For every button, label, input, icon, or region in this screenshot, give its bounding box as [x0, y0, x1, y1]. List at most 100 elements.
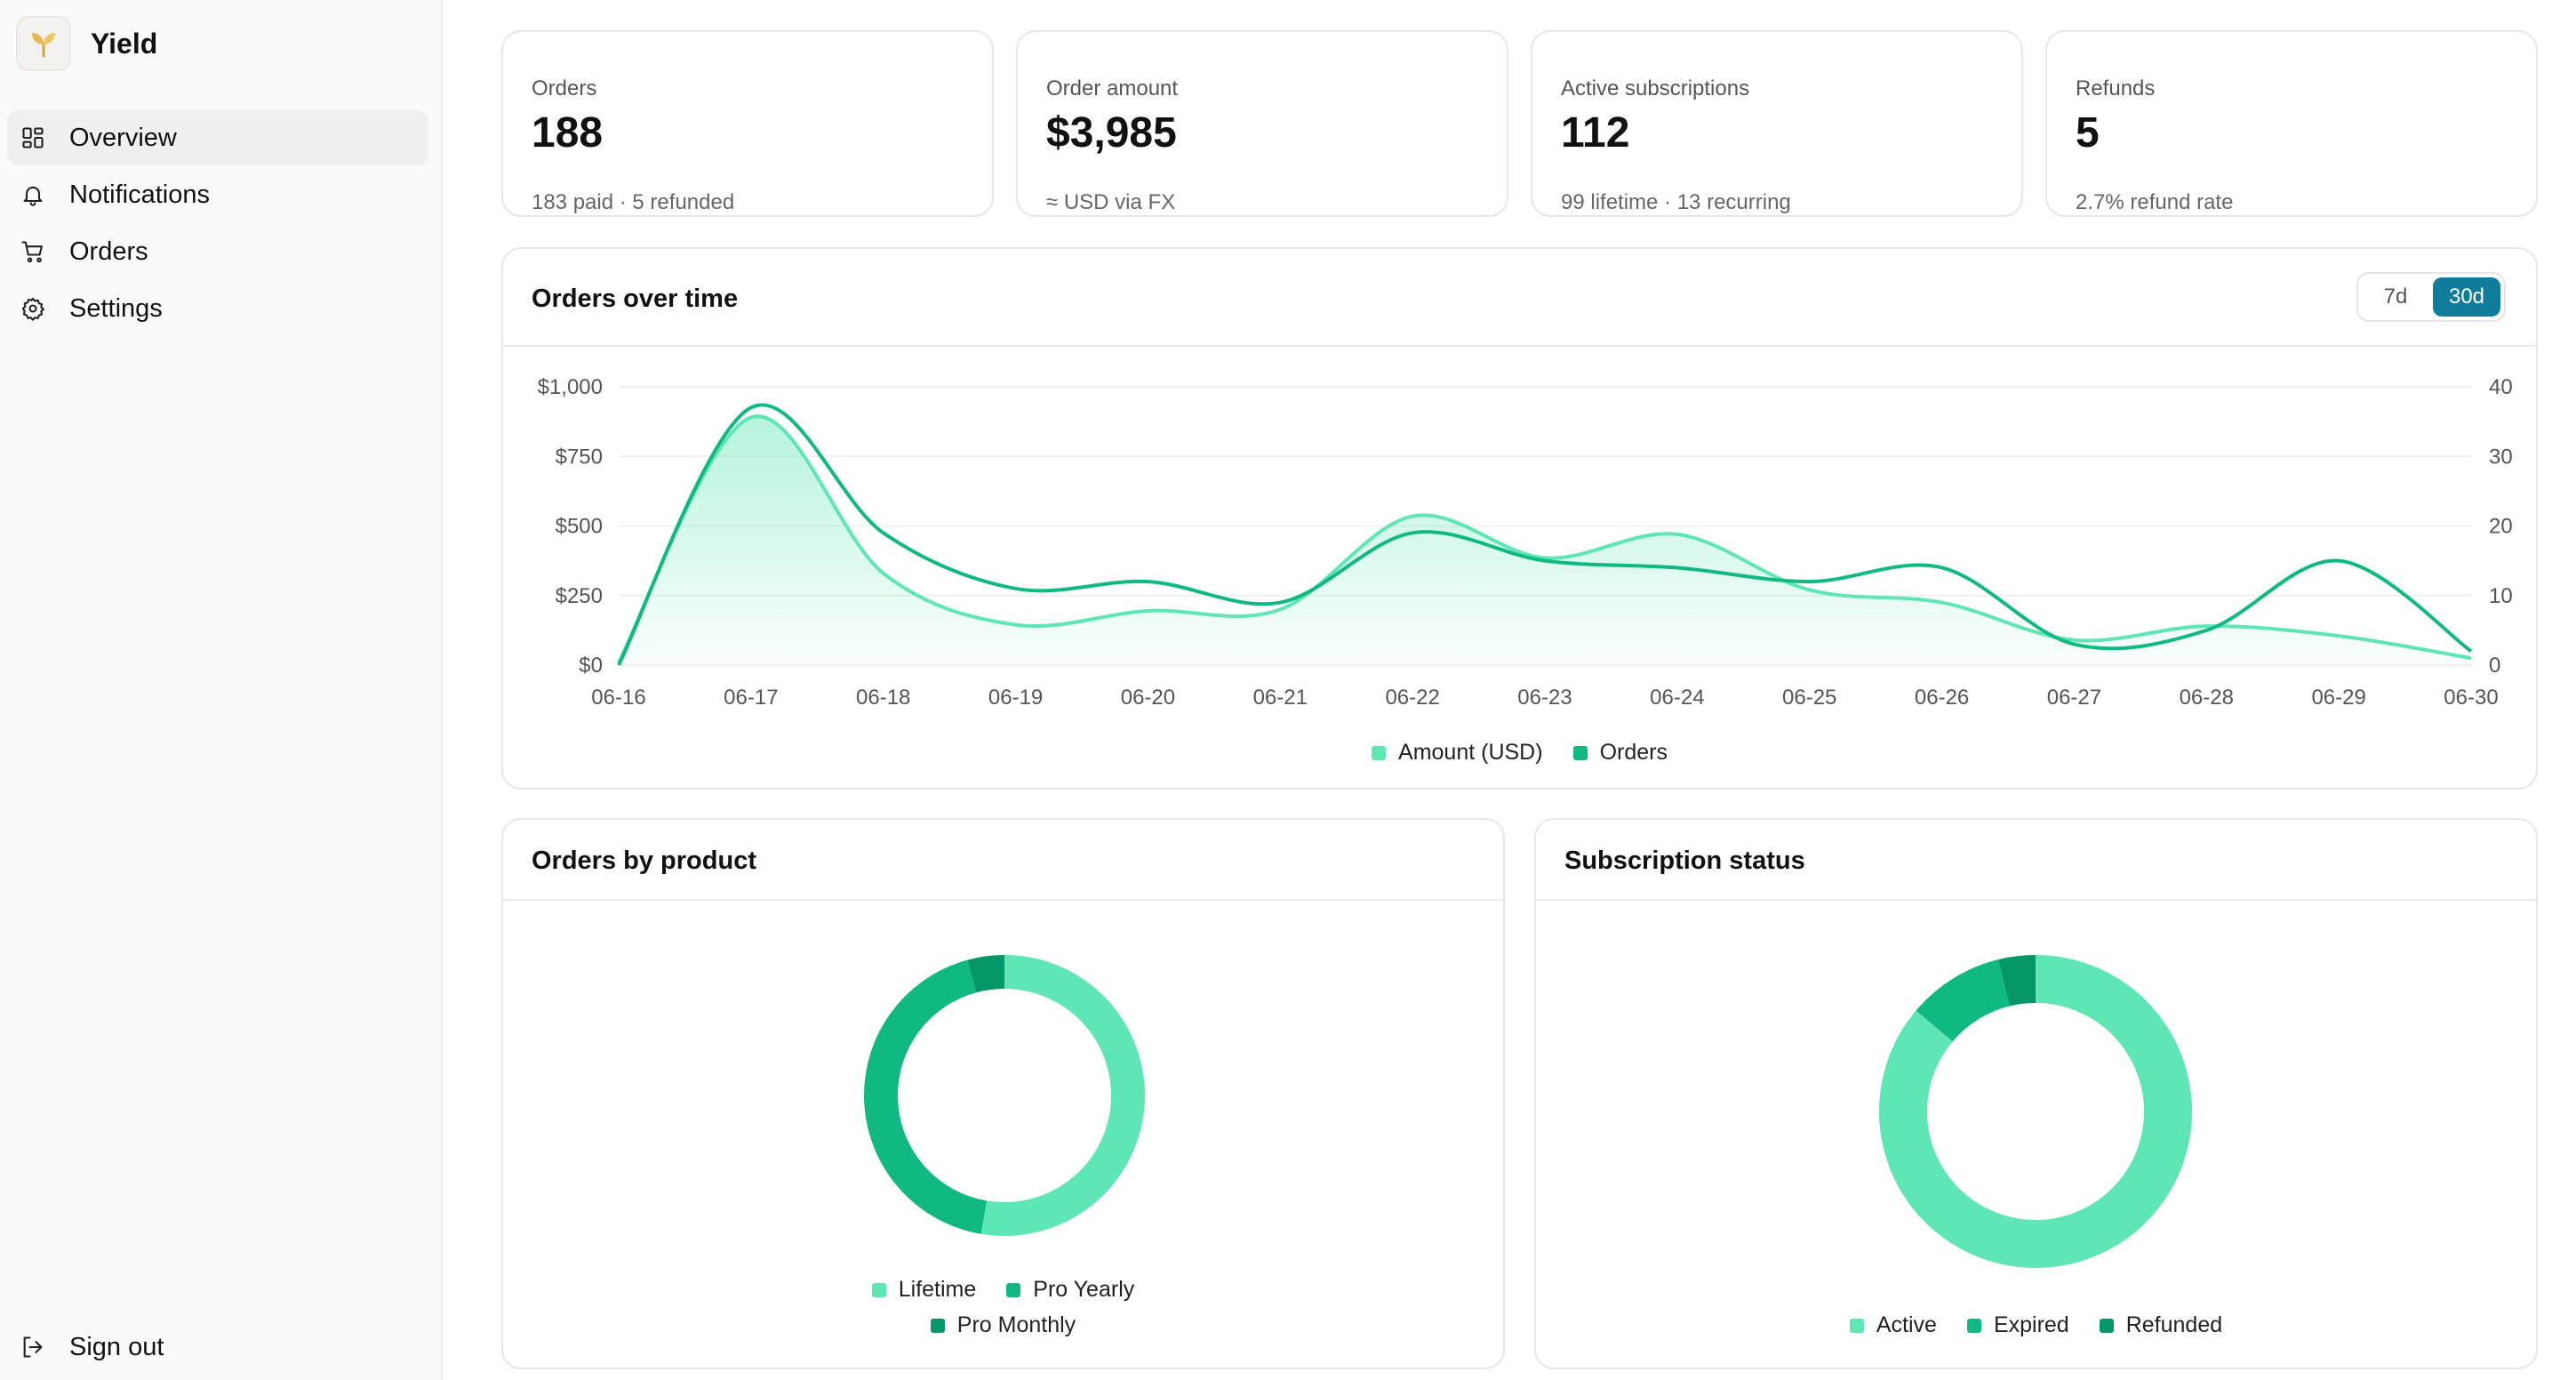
legend-label: Amount (USD) [1398, 740, 1543, 765]
legend-swatch [930, 1318, 945, 1333]
y-left-tick-label: $1,000 [538, 375, 603, 399]
stat-card-order-amount: Order amount $3,985 ≈ USD via FX [1016, 30, 1508, 217]
stat-label: Active subscriptions [1561, 76, 1750, 100]
product-legend-row-1: Lifetime Pro Yearly [503, 1277, 1503, 1303]
stat-card-active-subscriptions: Active subscriptions 112 99 lifetime · 1… [1531, 30, 2023, 217]
donut-slice-pro-monthly[interactable] [967, 955, 1005, 993]
donut-slice-lifetime[interactable] [980, 955, 1145, 1236]
stat-value: 5 [2076, 109, 2100, 156]
subscription-status-donut [1879, 955, 2192, 1268]
orders-by-product-card: Orders by product Lifetime Pro Yearly Pr… [501, 818, 1505, 1369]
x-tick-label: 06-22 [1385, 686, 1439, 710]
cart-icon [18, 237, 48, 267]
stat-card-orders: Orders 188 183 paid · 5 refunded [501, 30, 994, 217]
y-right-tick-label: 10 [2489, 584, 2513, 608]
sign-out-icon [18, 1332, 48, 1362]
card-title: Orders by product [532, 846, 756, 875]
orders-by-product-donut [864, 955, 1145, 1236]
x-tick-label: 06-16 [591, 686, 645, 710]
legend-swatch [1372, 745, 1387, 760]
bell-icon [18, 180, 48, 210]
x-tick-label: 06-29 [2311, 686, 2365, 710]
divider [503, 899, 1503, 901]
legend-item-pro-yearly[interactable]: Pro Yearly [1006, 1277, 1134, 1303]
legend-label: Active [1876, 1312, 1937, 1337]
divider [1536, 899, 2536, 901]
y-right-tick-label: 30 [2489, 445, 2513, 469]
x-tick-label: 06-23 [1517, 686, 1572, 710]
stat-label: Orders [532, 76, 597, 100]
legend-label: Orders [1599, 740, 1668, 765]
stat-value: 112 [1561, 109, 1630, 156]
sidebar-item-label: Overview [69, 123, 177, 152]
y-left-tick-label: $0 [579, 654, 603, 678]
x-tick-label: 06-19 [988, 686, 1043, 710]
sign-out-button[interactable]: Sign out [7, 1320, 428, 1375]
stat-value: $3,985 [1046, 109, 1177, 156]
stat-subtext: ≈ USD via FX [1046, 190, 1176, 214]
sidebar: Yield Overview Notifications [0, 0, 443, 1380]
sidebar-item-label: Orders [69, 237, 148, 266]
legend-item-active[interactable]: Active [1849, 1312, 1937, 1338]
x-tick-label: 06-25 [1782, 686, 1836, 710]
legend-item-amount[interactable]: Amount (USD) [1372, 740, 1543, 766]
app-name: Yield [91, 27, 158, 60]
sidebar-item-orders[interactable]: Orders [7, 224, 428, 279]
legend-label: Pro Monthly [956, 1312, 1076, 1337]
donut-slice-refunded[interactable] [1997, 955, 2036, 1007]
card-title: Orders over time [532, 285, 739, 313]
range-7d-button[interactable]: 7d [2383, 285, 2408, 309]
line-chart-legend: Amount (USD) Orders [503, 740, 2536, 766]
sidebar-item-label: Notifications [69, 180, 210, 209]
legend-label: Expired [1993, 1312, 2069, 1337]
legend-label: Refunded [2125, 1312, 2223, 1337]
legend-item-orders[interactable]: Orders [1572, 740, 1668, 766]
legend-label: Lifetime [898, 1277, 977, 1302]
product-legend-row-2: Pro Monthly [503, 1312, 1503, 1338]
stat-card-refunds: Refunds 5 2.7% refund rate [2045, 30, 2538, 217]
range-30d-button[interactable]: 30d [2433, 277, 2500, 317]
x-tick-label: 06-21 [1253, 686, 1308, 710]
divider [503, 345, 2536, 347]
orders-over-time-card: Orders over time 7d 30d $0 $250 $500 $750 $1… [501, 247, 2538, 790]
y-left-tick-label: $500 [556, 515, 603, 539]
legend-label: Pro Yearly [1033, 1277, 1135, 1302]
sidebar-nav: Overview Notifications Orders [7, 110, 428, 338]
legend-item-expired[interactable]: Expired [1966, 1312, 2069, 1338]
x-tick-label: 06-27 [2047, 686, 2101, 710]
x-tick-label: 06-26 [1915, 686, 1969, 710]
card-title: Subscription status [1564, 846, 1805, 875]
sidebar-item-notifications[interactable]: Notifications [7, 167, 428, 222]
donut-slice-pro-yearly[interactable] [864, 959, 988, 1234]
legend-swatch [1572, 745, 1588, 760]
sidebar-item-overview[interactable]: Overview [7, 110, 428, 165]
stat-subtext: 183 paid · 5 refunded [532, 190, 735, 214]
range-toggle: 7d 30d [2356, 272, 2506, 322]
series-line-amount-usd[interactable] [617, 414, 2472, 663]
x-tick-label: 06-30 [2444, 686, 2498, 710]
stat-subtext: 99 lifetime · 13 recurring [1561, 190, 1791, 214]
donut-slice-active[interactable] [1879, 955, 2192, 1268]
legend-item-pro-monthly[interactable]: Pro Monthly [930, 1312, 1076, 1338]
stat-label: Refunds [2076, 76, 2156, 100]
y-right-tick-label: 20 [2489, 515, 2513, 539]
stat-subtext: 2.7% refund rate [2076, 190, 2234, 214]
legend-swatch [871, 1282, 886, 1297]
sidebar-item-settings[interactable]: Settings [7, 281, 428, 336]
y-right-tick-label: 0 [2489, 654, 2500, 678]
sign-out-label: Sign out [69, 1332, 164, 1361]
legend-swatch [1966, 1318, 1981, 1333]
stat-label: Order amount [1046, 76, 1179, 100]
donut-slice-expired[interactable] [1916, 959, 2011, 1042]
x-tick-label: 06-18 [856, 686, 910, 710]
legend-swatch [1849, 1318, 1864, 1333]
sidebar-item-label: Settings [69, 293, 163, 323]
legend-item-lifetime[interactable]: Lifetime [871, 1277, 977, 1303]
y-left-tick-label: $250 [556, 584, 603, 608]
sprout-logo-icon [16, 16, 71, 71]
legend-item-refunded[interactable]: Refunded [2099, 1312, 2223, 1338]
brand[interactable]: Yield [16, 16, 157, 71]
y-right-tick-label: 40 [2489, 375, 2513, 399]
series-line-orders[interactable] [617, 403, 2473, 666]
orders-line-chart: $0 $250 $500 $750 $1,000 0 10 20 30 40 06-16 06-17 0… [538, 375, 2513, 710]
